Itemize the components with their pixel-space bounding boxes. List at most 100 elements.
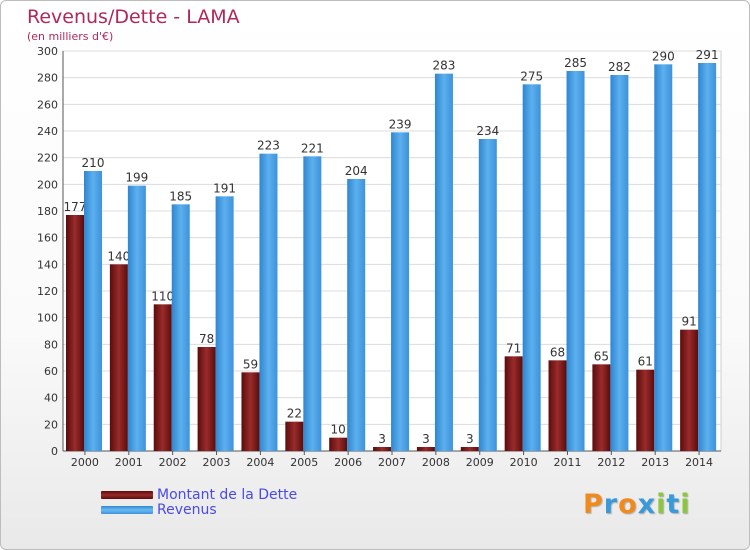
data-label-revenus: 282 [608, 60, 631, 74]
legend-swatch-revenus [101, 505, 153, 514]
y-tick-label: 60 [44, 365, 58, 378]
bar-revenus [698, 63, 717, 451]
x-tick-label: 2012 [597, 456, 625, 469]
data-label-dette: 78 [199, 332, 214, 346]
legend-label-revenus: Revenus [157, 501, 217, 518]
x-tick-label: 2006 [334, 456, 362, 469]
data-label-dette: 140 [107, 249, 130, 263]
logo-letter: t [666, 489, 681, 520]
x-tick-label: 2005 [290, 456, 318, 469]
bar-dette [592, 364, 611, 451]
bar-dette [197, 347, 216, 451]
x-tick-label: 2000 [71, 456, 99, 469]
proxiti-logo: Proxiti [583, 489, 691, 520]
bar-revenus [171, 204, 190, 451]
data-label-revenus: 285 [564, 56, 587, 70]
y-tick-label: 280 [37, 72, 58, 85]
y-tick-label: 260 [37, 98, 58, 111]
y-tick-label: 120 [37, 285, 58, 298]
data-label-dette: 3 [466, 432, 474, 446]
data-label-revenus: 223 [257, 139, 280, 153]
x-tick-label: 2014 [685, 456, 713, 469]
y-tick-label: 200 [37, 178, 58, 191]
bar-revenus [127, 185, 146, 451]
legend: Montant de la Dette Revenus [101, 486, 298, 518]
bar-dette [373, 447, 392, 451]
x-tick-label: 2003 [203, 456, 231, 469]
bar-revenus [347, 179, 366, 451]
x-tick-label: 2001 [115, 456, 143, 469]
data-label-dette: 59 [243, 357, 258, 371]
bar-revenus [654, 64, 673, 452]
bar-revenus [478, 139, 497, 451]
bar-dette [329, 437, 348, 451]
data-label-dette: 10 [331, 423, 346, 437]
data-label-revenus: 210 [82, 156, 105, 170]
legend-label-dette: Montant de la Dette [157, 486, 298, 503]
logo-letter: i [656, 489, 667, 520]
logo-letter: x [637, 489, 657, 520]
data-label-revenus: 291 [696, 48, 719, 62]
data-label-dette: 91 [681, 315, 696, 329]
bar-revenus [391, 132, 410, 452]
data-label-dette: 110 [151, 289, 174, 303]
data-label-dette: 177 [64, 200, 87, 214]
data-label-revenus: 283 [432, 59, 455, 73]
bar-revenus [566, 71, 585, 451]
data-label-revenus: 239 [389, 117, 412, 131]
data-label-revenus: 290 [652, 49, 675, 63]
bar-dette [504, 356, 523, 451]
x-tick-label: 2002 [159, 456, 187, 469]
data-label-dette: 68 [550, 345, 565, 359]
y-tick-label: 220 [37, 152, 58, 165]
y-tick-label: 0 [51, 445, 58, 458]
data-label-dette: 65 [594, 349, 609, 363]
bar-dette [285, 421, 304, 451]
bar-revenus [215, 196, 234, 451]
x-tick-label: 2007 [378, 456, 406, 469]
x-tick-label: 2010 [510, 456, 538, 469]
data-label-revenus: 185 [169, 189, 192, 203]
data-label-dette: 71 [506, 341, 521, 355]
x-tick-label: 2013 [641, 456, 669, 469]
chart-subtitle: (en milliers d'€) [27, 30, 114, 43]
y-tick-label: 180 [37, 205, 58, 218]
bar-dette [636, 369, 655, 451]
bar-revenus [84, 171, 102, 451]
bar-dette [548, 360, 567, 451]
data-label-dette: 22 [287, 407, 302, 421]
legend-item-dette: Montant de la Dette [101, 486, 298, 503]
y-tick-label: 240 [37, 125, 58, 138]
y-tick-label: 140 [37, 258, 58, 271]
data-label-revenus: 234 [476, 124, 499, 138]
bar-dette [66, 215, 84, 451]
logo-letter: r [603, 489, 619, 520]
chart-title: Revenus/Dette - LAMA [27, 6, 240, 28]
data-label-dette: 3 [378, 432, 386, 446]
x-tick-label: 2004 [246, 456, 274, 469]
y-tick-label: 100 [37, 312, 58, 325]
x-tick-label: 2009 [466, 456, 494, 469]
x-tick-label: 2011 [553, 456, 581, 469]
bar-revenus [303, 156, 322, 452]
bar-dette [153, 304, 172, 451]
data-label-revenus: 191 [213, 181, 236, 195]
bar-dette [680, 329, 699, 451]
x-tick-label: 2008 [422, 456, 450, 469]
data-label-revenus: 221 [301, 141, 324, 155]
legend-swatch-dette [101, 490, 153, 499]
bar-revenus [259, 153, 278, 451]
logo-letter: i [680, 489, 691, 520]
bar-revenus [434, 73, 453, 452]
bar-dette [241, 372, 260, 451]
data-label-dette: 61 [638, 355, 653, 369]
data-label-dette: 3 [422, 432, 430, 446]
bar-dette [109, 264, 128, 451]
y-tick-label: 80 [44, 338, 58, 351]
bar-revenus [522, 84, 541, 451]
logo-letter: P [583, 489, 604, 520]
bar-revenus [610, 75, 629, 451]
data-label-revenus: 275 [520, 69, 543, 83]
